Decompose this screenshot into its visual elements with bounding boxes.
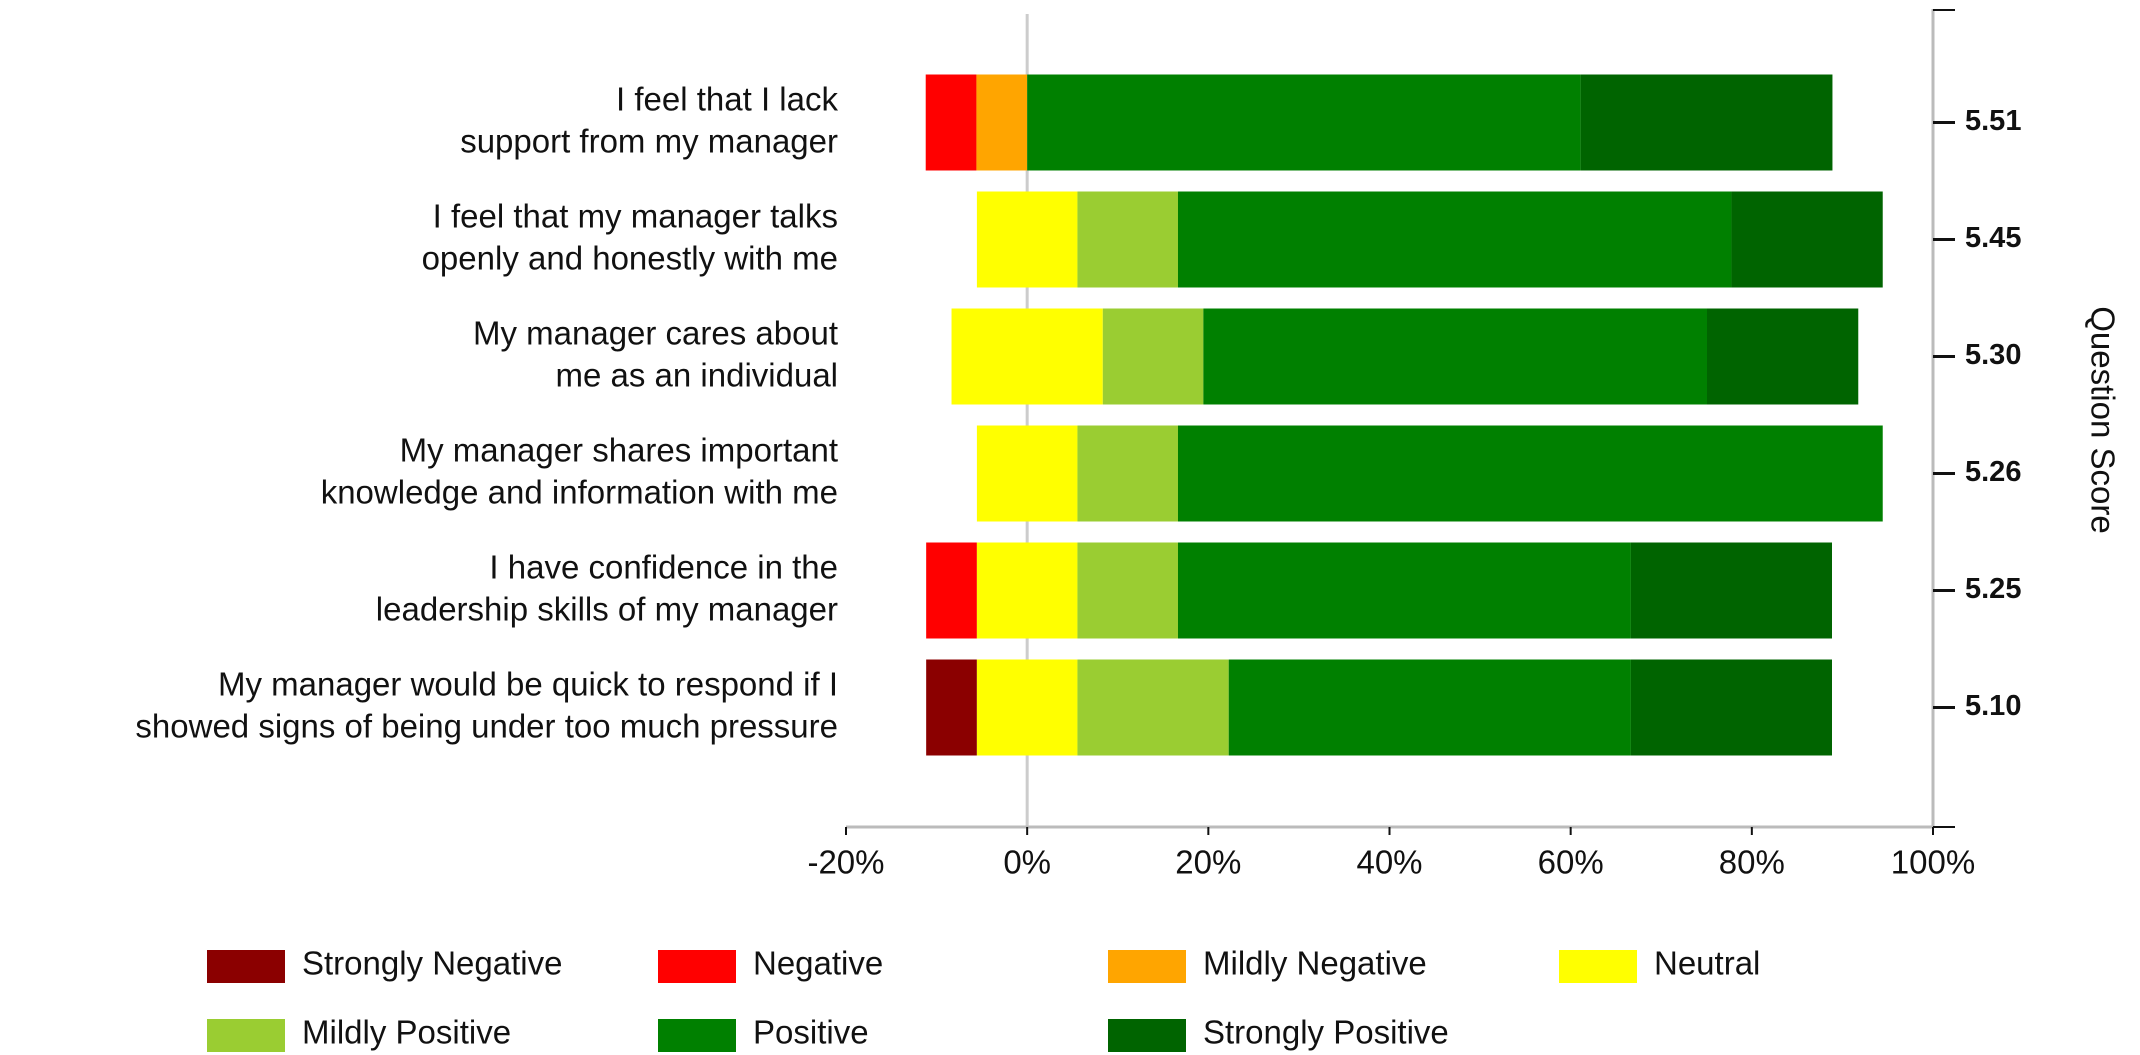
y2-tick-label: 5.45 — [1965, 222, 2021, 254]
legend-label: Mildly Negative — [1203, 945, 1427, 982]
legend-swatch — [1559, 950, 1637, 983]
category-label-line: My manager shares important — [400, 431, 838, 468]
category-label: My manager shares important knowledge and… — [321, 431, 838, 510]
bar-segment — [926, 542, 977, 639]
bar-segment — [1706, 308, 1859, 405]
legend-label: Neutral — [1654, 945, 1760, 982]
bar-segment — [1731, 191, 1883, 288]
category-label-line: leadership skills of my manager — [376, 590, 838, 627]
bar-segment — [1077, 191, 1178, 288]
bar-segment — [976, 74, 1028, 171]
bar-segment — [976, 425, 1078, 522]
bar-segment — [925, 74, 977, 171]
legend-swatch — [1108, 1019, 1186, 1052]
legend-label: Strongly Negative — [302, 945, 562, 982]
legend-label: Positive — [753, 1014, 869, 1051]
legend-swatch — [207, 950, 285, 983]
category-label-line: My manager would be quick to respond if … — [218, 665, 838, 702]
legend-swatch — [658, 1019, 736, 1052]
bar-segment — [1077, 659, 1229, 756]
y2-tick-label: 5.26 — [1965, 456, 2021, 488]
category-label-line: showed signs of being under too much pre… — [135, 707, 838, 744]
y2-tick-label: 5.51 — [1965, 105, 2021, 137]
category-label-line: I feel that my manager talks — [433, 197, 838, 234]
bar-segment — [926, 659, 977, 756]
legend-label: Strongly Positive — [1203, 1014, 1449, 1051]
bar-segment — [1077, 542, 1178, 639]
x-tick-label: 60% — [1538, 844, 1604, 881]
y2-axis-title: Question Score — [2084, 306, 2121, 533]
x-tick-label: -20% — [807, 844, 884, 881]
category-label: I feel that I lack support from my manage… — [460, 80, 838, 159]
category-label: My manager would be quick to respond if … — [135, 665, 838, 744]
bar-segment — [1228, 659, 1631, 756]
y2-tick-label: 5.30 — [1965, 339, 2021, 371]
legend-swatch — [207, 1019, 285, 1052]
category-label-line: I have confidence in the — [489, 548, 838, 585]
bar-segment — [1177, 191, 1732, 288]
category-label-line: My manager cares about — [473, 314, 838, 351]
bar-segment — [1630, 542, 1832, 639]
x-tick-label: 100% — [1891, 844, 1975, 881]
bar-segment — [951, 308, 1103, 405]
bar-segment — [1077, 425, 1178, 522]
bar-segment — [976, 542, 1078, 639]
bar-segment — [1630, 659, 1832, 756]
category-label: I feel that my manager talks openly and h… — [422, 197, 838, 276]
legend-swatch — [658, 950, 736, 983]
x-tick-label: 20% — [1175, 844, 1241, 881]
legend-label: Mildly Positive — [302, 1014, 511, 1051]
bar-segment — [1027, 74, 1581, 171]
x-tick-label: 40% — [1356, 844, 1422, 881]
legend-swatch — [1108, 950, 1186, 983]
category-label-line: knowledge and information with me — [321, 473, 838, 510]
bar-segment — [1177, 425, 1883, 522]
y2-tick-label: 5.25 — [1965, 573, 2021, 605]
bar-segment — [1203, 308, 1707, 405]
bar-segment — [1177, 542, 1631, 639]
x-tick-label: 80% — [1719, 844, 1785, 881]
category-label-line: I feel that I lack — [616, 80, 838, 117]
category-label-line: openly and honestly with me — [422, 239, 838, 276]
legend-label: Negative — [753, 945, 883, 982]
category-label-line: me as an individual — [556, 356, 839, 393]
y2-tick-label: 5.10 — [1965, 690, 2021, 722]
bar-segment — [1580, 74, 1833, 171]
category-label: My manager cares about me as an individua… — [473, 314, 838, 393]
category-label: I have confidence in the leadership skill… — [376, 548, 838, 627]
x-tick-label: 0% — [1003, 844, 1051, 881]
category-label-line: support from my manager — [460, 122, 838, 159]
bar-segment — [976, 191, 1078, 288]
bar-segment — [1102, 308, 1204, 405]
bar-segment — [976, 659, 1078, 756]
